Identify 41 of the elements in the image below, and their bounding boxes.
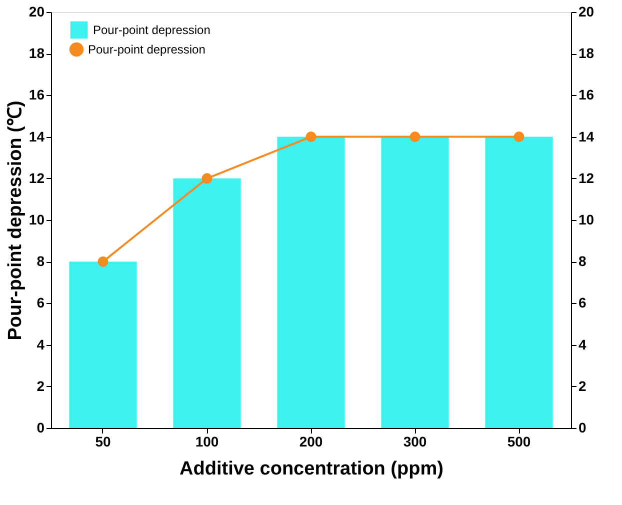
y2-tick-label: 8 [578,253,586,270]
x-tick-label: 50 [95,434,111,450]
x-axis-title: Additive concentration (ppm) [180,458,444,480]
y-tick-label: 18 [28,45,45,62]
y2-tick-label: 14 [578,128,594,144]
y-tick-label: 2 [36,378,45,394]
y2-tick-label: 20 [578,4,594,20]
y-tick-label: 10 [28,212,45,228]
y-tick-label: 8 [36,253,45,270]
y-tick-label: 0 [36,420,45,436]
y-tick-label: 12 [28,170,45,186]
point [306,132,316,142]
y-axis-title: Pour-point depression (℃) [4,100,26,340]
x-tick-label: 300 [403,434,427,450]
point [202,173,212,184]
y2-tick-label: 12 [578,170,594,186]
bar [69,262,137,428]
y2-tick-label: 2 [578,378,586,394]
y2-tick-label: 0 [578,420,586,436]
y2-tick-label: 4 [578,336,586,352]
x-tick-label: 200 [299,434,323,450]
legend-label: Pour-point depression [88,42,206,56]
x-tick-label: 500 [507,434,531,450]
bar [277,136,345,428]
y-tick-label: 4 [36,336,45,352]
bar [173,178,241,428]
point [98,256,108,267]
y2-tick-label: 18 [578,45,594,62]
bar [485,136,553,428]
point [514,132,524,142]
y-tick-label: 20 [28,4,45,20]
y2-tick-label: 10 [578,212,594,228]
y-tick-label: 6 [36,294,45,311]
y-tick-label: 14 [28,128,45,144]
point [410,132,420,142]
bar [381,136,449,428]
legend-label: Pour-point depression [93,23,210,37]
y2-tick-label: 16 [578,86,594,103]
x-tick-label: 100 [195,434,219,450]
y-tick-label: 16 [28,86,45,103]
y2-tick-label: 6 [578,294,586,311]
